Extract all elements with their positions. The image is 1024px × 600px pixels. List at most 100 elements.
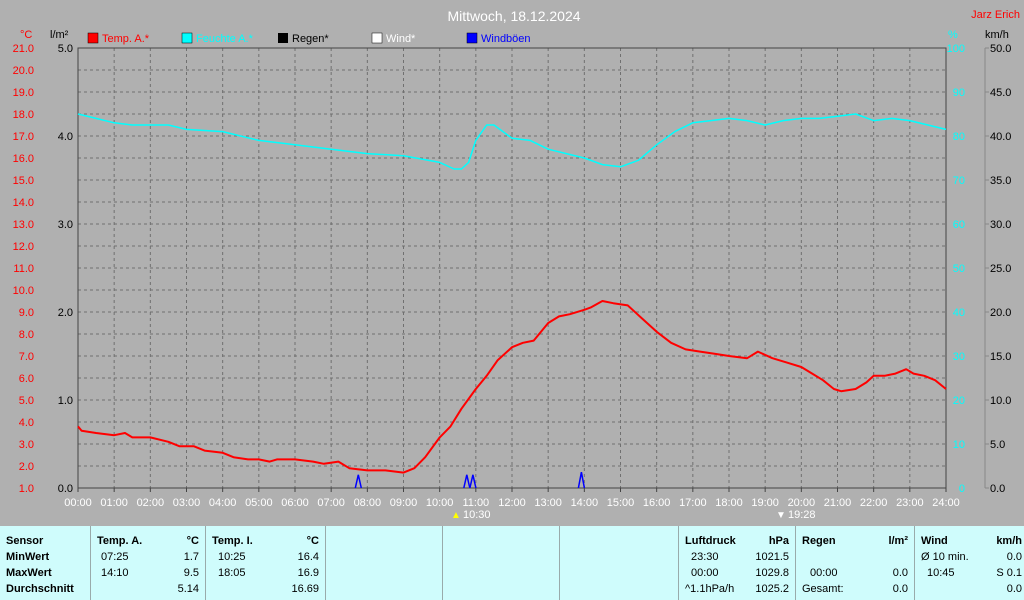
wind-tick-label: 10.0 (990, 395, 1011, 407)
wind-max-time: 10:45 (927, 567, 955, 579)
legend-swatch-temp (87, 32, 99, 44)
rain-tick-label: 3.0 (58, 219, 73, 231)
wind-header: Wind (921, 535, 948, 547)
x-tick-label: 11:00 (462, 497, 489, 509)
temp-tick-label: 16.0 (13, 153, 34, 165)
rain-unit: l/m² (888, 535, 908, 547)
x-tick-label: 24:00 (932, 497, 960, 509)
temp-a-header: Temp. A. (97, 535, 143, 547)
chart-title: Mittwoch, 18.12.2024 (447, 8, 580, 24)
wind-unit: km/h (996, 535, 1022, 547)
temp-tick-label: 19.0 (13, 87, 34, 99)
empty-column (442, 526, 559, 600)
temp-tick-label: 17.0 (13, 131, 34, 143)
rain-tick-label: 0.0 (58, 483, 73, 495)
temp-tick-label: 1.0 (19, 483, 34, 495)
wind-gust-spike (354, 474, 363, 489)
wind-avg2-value: 0.0 (1006, 583, 1022, 595)
rain-tick-label: 2.0 (58, 307, 73, 319)
wind-gust-spike (463, 474, 471, 489)
wind-tick-label: 0.0 (990, 483, 1005, 495)
temp-a-avg-value: 5.14 (177, 583, 199, 595)
temp-a-unit: °C (186, 535, 199, 547)
temp-tick-label: 13.0 (13, 219, 34, 231)
x-tick-label: 16:00 (643, 497, 671, 509)
pressure-min-value: 1021.5 (755, 551, 789, 563)
humidity-tick-label: 70 (953, 175, 965, 187)
temp-tick-label: 12.0 (13, 241, 34, 253)
chart-legend: Temp. A.* Feuchte A.* Regen* Wind* Windb… (87, 32, 531, 45)
humidity-tick-label: 60 (953, 219, 965, 231)
wind-tick-label: 20.0 (990, 307, 1011, 319)
legend-swatch-humidity (181, 32, 193, 44)
wind-tick-label: 40.0 (990, 131, 1011, 143)
x-tick-label: 23:00 (896, 497, 924, 509)
wind-avg-label: Ø 10 min. (921, 551, 969, 563)
rain-max-value: 0.0 (892, 567, 908, 579)
x-tick-label: 19:00 (751, 497, 779, 509)
temp-tick-label: 11.0 (13, 263, 34, 275)
temp-i-header: Temp. I. (212, 535, 253, 547)
humidity-tick-label: 10 (953, 439, 965, 451)
legend-label-rain: Regen* (292, 33, 329, 45)
x-tick-label: 22:00 (860, 497, 888, 509)
wind-tick-label: 50.0 (990, 43, 1011, 55)
temp-i-min-time: 10:25 (218, 551, 246, 563)
temp-tick-label: 14.0 (13, 197, 34, 209)
temp-tick-label: 4.0 (19, 417, 34, 429)
pressure-header: Luftdruck (685, 535, 736, 547)
humidity-tick-label: 50 (953, 263, 965, 275)
temp-tick-label: 21.0 (13, 43, 34, 55)
pressure-unit: hPa (768, 535, 789, 547)
x-tick-label: 03:00 (173, 497, 201, 509)
wind-tick-label: 15.0 (990, 351, 1011, 363)
temp-a-max-value: 9.5 (183, 567, 199, 579)
x-tick-label: 00:00 (64, 497, 92, 509)
temp-tick-label: 10.0 (13, 285, 34, 297)
humidity-tick-label: 30 (953, 351, 965, 363)
x-tick-label: 04:00 (209, 497, 237, 509)
row-label-max: MaxWert (6, 567, 52, 579)
x-tick-label: 02:00 (137, 497, 165, 509)
pressure-trend: ^1.1hPa/h (685, 583, 735, 595)
humidity-line (77, 113, 947, 170)
temp-i-max-time: 18:05 (218, 567, 246, 579)
temp-tick-label: 15.0 (13, 175, 34, 187)
humidity-tick-label: 40 (953, 307, 965, 319)
rain-unit-label: l/m² (50, 29, 69, 41)
temp-tick-label: 8.0 (19, 329, 34, 341)
wind-tick-label: 45.0 (990, 87, 1011, 99)
x-tick-label: 14:00 (571, 497, 599, 509)
x-tick-label: 15:00 (607, 497, 635, 509)
rain-tick-label: 4.0 (58, 131, 73, 143)
wind-max-value: S 0.1 (996, 567, 1022, 579)
x-tick-label: 20:00 (788, 497, 816, 509)
wind-tick-label: 5.0 (990, 439, 1005, 451)
temp-unit-label: °C (20, 29, 32, 41)
empty-column (559, 526, 678, 600)
rain-total-value: 0.0 (892, 583, 908, 595)
temp-i-min-value: 16.4 (297, 551, 319, 563)
temp-a-min-value: 1.7 (183, 551, 199, 563)
humidity-tick-label: 100 (947, 43, 965, 55)
rain-max-time: 00:00 (810, 567, 838, 579)
humidity-tick-label: 20 (953, 395, 965, 407)
x-tick-label: 13:00 (534, 497, 562, 509)
wind-avg-value: 0.0 (1006, 551, 1022, 563)
temp-tick-label: 5.0 (19, 395, 34, 407)
x-tick-label: 05:00 (245, 497, 273, 509)
temp-i-avg-value: 16.69 (291, 583, 319, 595)
temp-a-max-time: 14:10 (101, 567, 129, 579)
rain-total-label: Gesamt: (802, 583, 844, 595)
row-label-avg: Durchschnitt (6, 583, 74, 595)
temp-tick-label: 3.0 (19, 439, 34, 451)
legend-swatch-gusts (466, 32, 478, 44)
legend-swatch-rain (278, 33, 288, 43)
x-tick-label: 09:00 (390, 497, 418, 509)
weather-chart: Mittwoch, 18.12.2024 Jarz Erich °C l/m² … (12, 8, 1020, 521)
wind-tick-label: 35.0 (990, 175, 1011, 187)
temp-i-unit: °C (306, 535, 319, 547)
x-tick-label: 01:00 (100, 497, 128, 509)
x-tick-label: 10:00 (426, 497, 454, 509)
sensor-header: Sensor (6, 535, 44, 547)
